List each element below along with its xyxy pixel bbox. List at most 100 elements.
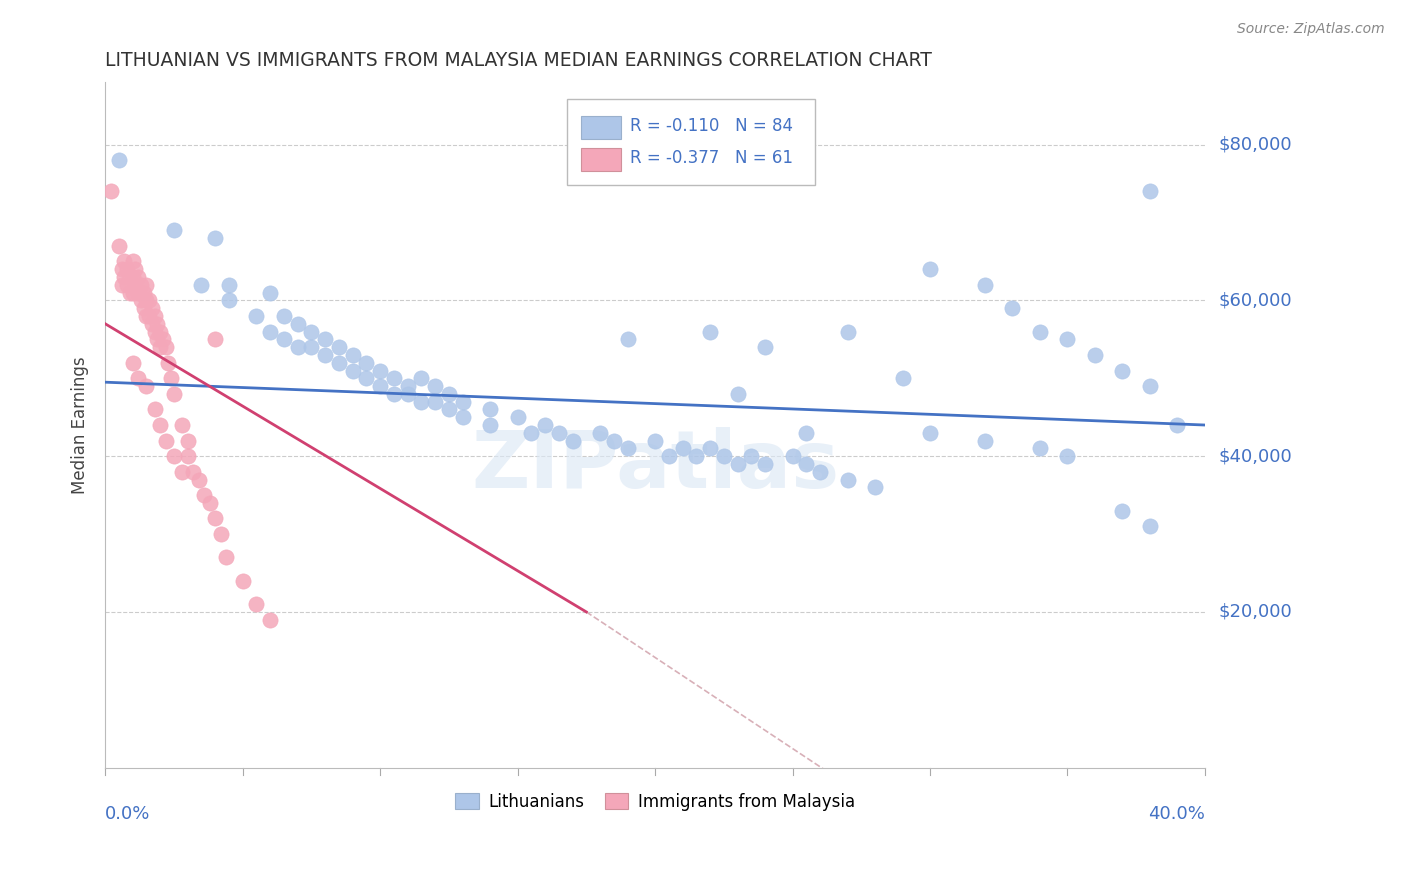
Point [411, 394, 433, 409]
FancyBboxPatch shape [582, 116, 621, 139]
Point [115, 262, 138, 277]
Point [1139, 519, 1161, 533]
Point [356, 371, 378, 385]
Point [121, 270, 143, 285]
Point [616, 442, 638, 456]
Point [172, 417, 194, 432]
Point [382, 371, 405, 385]
Point [245, 309, 267, 323]
Text: $40,000: $40,000 [1219, 447, 1292, 465]
Point [1029, 325, 1052, 339]
Point [121, 356, 143, 370]
Point [176, 434, 198, 448]
Point [138, 293, 160, 308]
Point [520, 425, 543, 440]
Point [837, 325, 859, 339]
Point [1084, 348, 1107, 362]
Point [155, 340, 177, 354]
Point [451, 394, 474, 409]
Point [713, 449, 735, 463]
Point [837, 473, 859, 487]
Point [100, 185, 122, 199]
Point [356, 356, 378, 370]
Point [685, 449, 707, 463]
Point [506, 410, 529, 425]
Text: Source: ZipAtlas.com: Source: ZipAtlas.com [1237, 22, 1385, 37]
Point [121, 285, 143, 300]
Text: 0.0%: 0.0% [105, 805, 150, 823]
Point [616, 332, 638, 346]
Text: LITHUANIAN VS IMMIGRANTS FROM MALAYSIA MEDIAN EARNINGS CORRELATION CHART: LITHUANIAN VS IMMIGRANTS FROM MALAYSIA M… [105, 51, 932, 70]
Point [314, 332, 336, 346]
Point [259, 613, 281, 627]
Point [163, 223, 186, 237]
Text: R = -0.110   N = 84: R = -0.110 N = 84 [630, 117, 793, 135]
Point [138, 309, 160, 323]
Point [127, 371, 149, 385]
Point [127, 270, 149, 285]
Point [644, 434, 666, 448]
Text: 40.0%: 40.0% [1149, 805, 1205, 823]
Point [111, 262, 134, 277]
Text: ZIPatlas: ZIPatlas [471, 427, 839, 505]
Point [918, 425, 941, 440]
Point [699, 325, 721, 339]
Point [149, 340, 172, 354]
Point [141, 317, 163, 331]
Point [124, 262, 146, 277]
Point [143, 309, 166, 323]
Point [727, 387, 749, 401]
Point [204, 332, 226, 346]
Point [149, 325, 172, 339]
Point [135, 293, 157, 308]
Point [114, 270, 136, 285]
Point [129, 277, 152, 292]
Point [754, 340, 776, 354]
Point [132, 285, 155, 300]
Point [111, 277, 134, 292]
Point [808, 465, 831, 479]
Point [215, 550, 238, 565]
Point [187, 473, 209, 487]
Point [658, 449, 681, 463]
Point [1111, 504, 1133, 518]
Point [437, 402, 460, 417]
Point [204, 511, 226, 525]
Point [918, 262, 941, 277]
Point [193, 488, 215, 502]
Point [782, 449, 804, 463]
Point [143, 325, 166, 339]
Point [287, 317, 309, 331]
Point [342, 363, 364, 377]
Point [143, 402, 166, 417]
Point [1139, 185, 1161, 199]
Point [245, 597, 267, 611]
Point [135, 309, 157, 323]
FancyBboxPatch shape [582, 148, 621, 171]
Point [423, 394, 446, 409]
Point [479, 417, 502, 432]
Point [1056, 332, 1078, 346]
Point [124, 277, 146, 292]
Text: R = -0.377   N = 61: R = -0.377 N = 61 [630, 149, 793, 167]
Point [1001, 301, 1024, 316]
Point [198, 496, 221, 510]
Point [740, 449, 762, 463]
Point [1056, 449, 1078, 463]
Point [699, 442, 721, 456]
Point [589, 425, 612, 440]
Point [794, 425, 817, 440]
Point [1166, 417, 1188, 432]
Point [135, 379, 157, 393]
Point [259, 325, 281, 339]
Point [146, 317, 169, 331]
Point [451, 410, 474, 425]
Text: $60,000: $60,000 [1219, 292, 1292, 310]
Point [141, 301, 163, 316]
Point [157, 356, 180, 370]
Point [135, 277, 157, 292]
Point [974, 434, 997, 448]
Point [181, 465, 204, 479]
Point [727, 457, 749, 471]
Point [232, 574, 254, 588]
